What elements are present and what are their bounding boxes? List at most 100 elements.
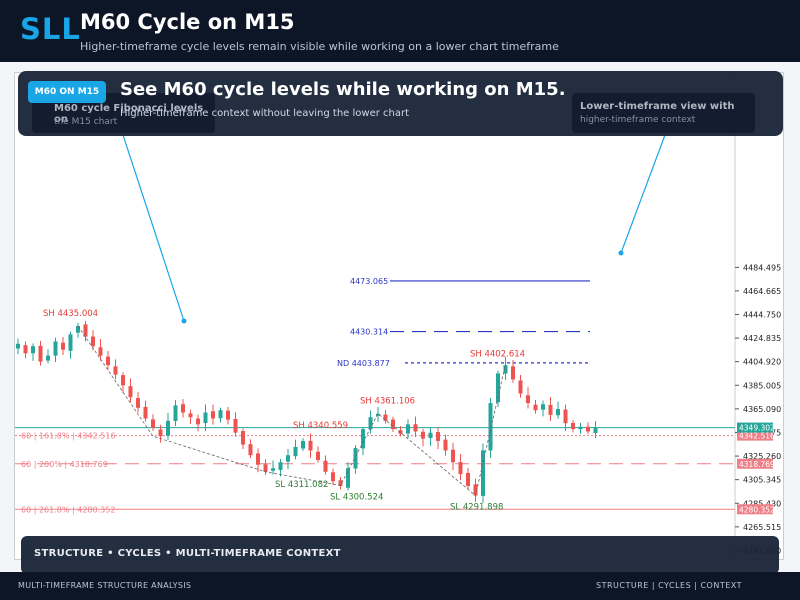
candle-body — [578, 426, 583, 430]
candle-body — [571, 422, 575, 430]
candle-body — [518, 380, 523, 394]
swing-high-label: SH 4435.004 — [43, 309, 98, 319]
price-tick-label: 4285.430 — [743, 499, 781, 508]
candle-body — [218, 410, 223, 419]
swing-high-label: SH 4361.106 — [360, 397, 415, 407]
ghost-callout-right: Lower-timeframe view with higher-timefra… — [572, 93, 755, 133]
candle-body — [548, 404, 553, 415]
candle-body — [31, 346, 35, 354]
fib-axis-label: 4318.769 — [739, 460, 775, 469]
candle-body — [158, 429, 163, 437]
callout-pointer-left — [122, 134, 185, 322]
candle-body — [466, 472, 470, 486]
callout-banner: M60 cycle Fibonacci levels on the M15 ch… — [18, 71, 783, 136]
candle-body — [436, 432, 440, 441]
cycle-level-label: ND 4403.877 — [337, 359, 390, 368]
candle-body — [53, 341, 58, 356]
app-header: SLL M60 Cycle on M15 Higher-timeframe cy… — [0, 0, 800, 62]
candle-body — [91, 336, 95, 347]
price-tick-label: 4265.515 — [743, 523, 781, 532]
bottom-caption: STRUCTURE • CYCLES • MULTI-TIMEFRAME CON… — [34, 548, 341, 559]
candle-body — [301, 440, 305, 449]
cycle-level-label: 4473.065 — [350, 277, 388, 286]
candle-body — [61, 342, 65, 350]
ghost-right-subtitle: higher-timeframe context — [580, 115, 696, 125]
candle-body — [98, 347, 103, 356]
swing-low-label: SL 4291.898 — [450, 503, 503, 513]
callout-pointer-left-dot — [181, 318, 187, 324]
chart-stage: 4484.495 4464.665 4444.750 4424.835 4404.920… — [0, 62, 800, 572]
candle-body — [503, 365, 508, 374]
candle-body — [593, 427, 598, 434]
callout-pointer-right-dot — [618, 250, 624, 256]
fib-axis-label: 4280.352 — [739, 505, 775, 514]
candle-body — [458, 462, 463, 475]
candle-body — [488, 403, 493, 451]
candle-body — [473, 484, 478, 496]
candle-body — [361, 429, 365, 449]
chart-canvas[interactable]: 4484.495 4464.665 4444.750 4424.835 4404.920… — [15, 73, 784, 560]
price-tick-label: 4444.750 — [743, 310, 781, 319]
candle-body — [143, 406, 148, 419]
candle-body — [196, 418, 200, 425]
banner-subtitle: Higher-timeframe context without leaving… — [120, 108, 410, 119]
candle-body — [511, 366, 515, 380]
fib-axis-badge — [737, 458, 773, 469]
price-tick-label: 4464.665 — [743, 287, 781, 296]
bottom-caption-bar: STRUCTURE • CYCLES • MULTI-TIMEFRAME CON… — [21, 536, 779, 574]
candle-body — [368, 417, 373, 430]
swing-low-label: SL 4311.082 — [275, 480, 328, 490]
cycle-level-label: 4430.314 — [350, 328, 388, 337]
candle-body — [346, 468, 350, 488]
candle-body — [323, 460, 328, 472]
candle-body — [38, 345, 43, 362]
ghost-right-title: Lower-timeframe view with — [580, 101, 735, 112]
candle-body — [106, 356, 110, 366]
candle-body — [353, 448, 358, 469]
price-tick-label: 4404.920 — [743, 358, 781, 367]
candle-body — [241, 431, 245, 445]
price-tick-label: 4305.345 — [743, 476, 781, 485]
candle-body — [443, 439, 448, 451]
footer-left-text: MULTI-TIMEFRAME STRUCTURE ANALYSIS — [18, 581, 192, 590]
candle-body — [526, 395, 530, 404]
candle-body — [128, 386, 133, 398]
page-title: M60 Cycle on M15 — [80, 10, 295, 34]
candle-body — [181, 404, 185, 413]
candle-body — [203, 412, 208, 424]
candle-body — [428, 432, 433, 439]
candle-body — [376, 413, 380, 416]
candle-body — [136, 398, 140, 408]
candle-body — [541, 404, 545, 410]
candle-body — [16, 343, 20, 349]
swing-high-label: SH 4340.559 — [293, 421, 348, 431]
candle-body — [173, 405, 178, 422]
fib-level-label: 60 | 261.8% | 4280.352 — [21, 505, 115, 514]
candle-body — [121, 375, 125, 386]
candle-body — [263, 464, 268, 472]
candle-body — [308, 440, 313, 451]
candle-body — [383, 414, 388, 421]
page-subtitle: Higher-timeframe cycle levels remain vis… — [80, 40, 559, 53]
swing-low-label: SL 4300.524 — [330, 492, 383, 502]
candle-body — [23, 345, 28, 354]
price-chart[interactable]: 4484.495 4464.665 4444.750 4424.835 4404.920… — [14, 72, 784, 560]
fib-level-label: 60 | 161.8% | 4342.516 — [21, 432, 115, 441]
fib-axis-label: 4342.516 — [739, 432, 775, 441]
candle-body — [256, 453, 260, 465]
ghost-left-title: M60 cycle Fibonacci levels on — [54, 103, 204, 125]
candle-body — [556, 408, 560, 416]
current-price-label: 4349.302 — [739, 424, 775, 433]
candle-body — [563, 409, 568, 424]
candle-body — [496, 373, 500, 403]
candle-body — [151, 419, 155, 428]
candle-body — [211, 411, 215, 419]
candle-body — [421, 431, 425, 439]
candle-body — [113, 366, 118, 375]
price-tick-label: 4484.495 — [743, 263, 781, 272]
ghost-callout-left: M60 cycle Fibonacci levels on the M15 ch… — [32, 93, 215, 133]
candle-body — [533, 404, 538, 411]
candle-body — [83, 324, 88, 337]
candle-body — [481, 450, 485, 496]
footer-right-text: STRUCTURE | CYCLES | CONTEXT — [596, 581, 742, 590]
